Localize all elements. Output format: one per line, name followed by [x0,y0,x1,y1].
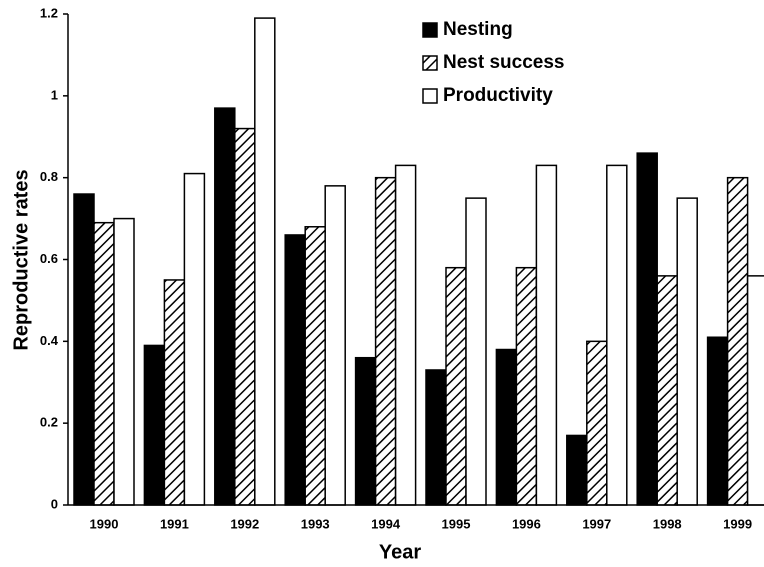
bar [465,197,487,506]
legend-label: Nest success [443,52,564,73]
bar [214,107,236,506]
bar [163,279,186,506]
bar [374,176,397,506]
bar [636,152,658,506]
x-tick-label: 1990 [90,516,119,531]
bar [304,226,326,506]
bar [143,344,166,506]
x-tick-label: 1994 [371,516,401,531]
bar [515,266,538,506]
bar [234,127,256,506]
bar [394,164,417,506]
bar [254,17,276,506]
bar [93,221,115,506]
bar [354,356,377,506]
bar [746,275,764,506]
bar [566,434,588,506]
x-tick-label: 1996 [512,516,541,531]
bar [183,172,206,506]
y-tick-label: 0.6 [40,251,58,266]
bar [656,275,678,506]
bar [495,348,518,506]
bar [726,176,749,506]
bar [706,336,729,506]
y-tick-label: 1.2 [40,5,58,20]
legend-label: Productivity [443,85,553,106]
bar [113,217,135,506]
bar [676,197,698,506]
y-tick-label: 0.2 [40,415,58,430]
x-tick-label: 1997 [582,516,611,531]
y-axis-title: Reproductive rates [10,169,32,350]
x-tick-label: 1993 [301,516,330,531]
bar [425,369,447,506]
x-tick-label: 1992 [230,516,259,531]
bar [284,234,306,506]
bar [324,185,346,506]
legend-swatch [422,88,438,104]
legend-label: Nesting [443,19,513,40]
x-tick-label: 1995 [442,516,471,531]
x-tick-label: 1998 [653,516,682,531]
legend-swatch [422,22,438,38]
x-tick-label: 1999 [723,516,752,531]
y-tick-label: 1 [51,87,58,102]
x-tick-label: 1991 [160,516,189,531]
bar [535,164,558,506]
bar [445,266,467,506]
y-tick-label: 0 [51,496,58,511]
y-tick-label: 0.8 [40,169,58,184]
x-axis-title: Year [379,541,421,563]
bar [586,340,608,506]
bar [606,164,628,506]
legend-swatch [422,55,438,71]
y-tick-label: 0.4 [40,333,59,348]
bar [73,193,95,506]
